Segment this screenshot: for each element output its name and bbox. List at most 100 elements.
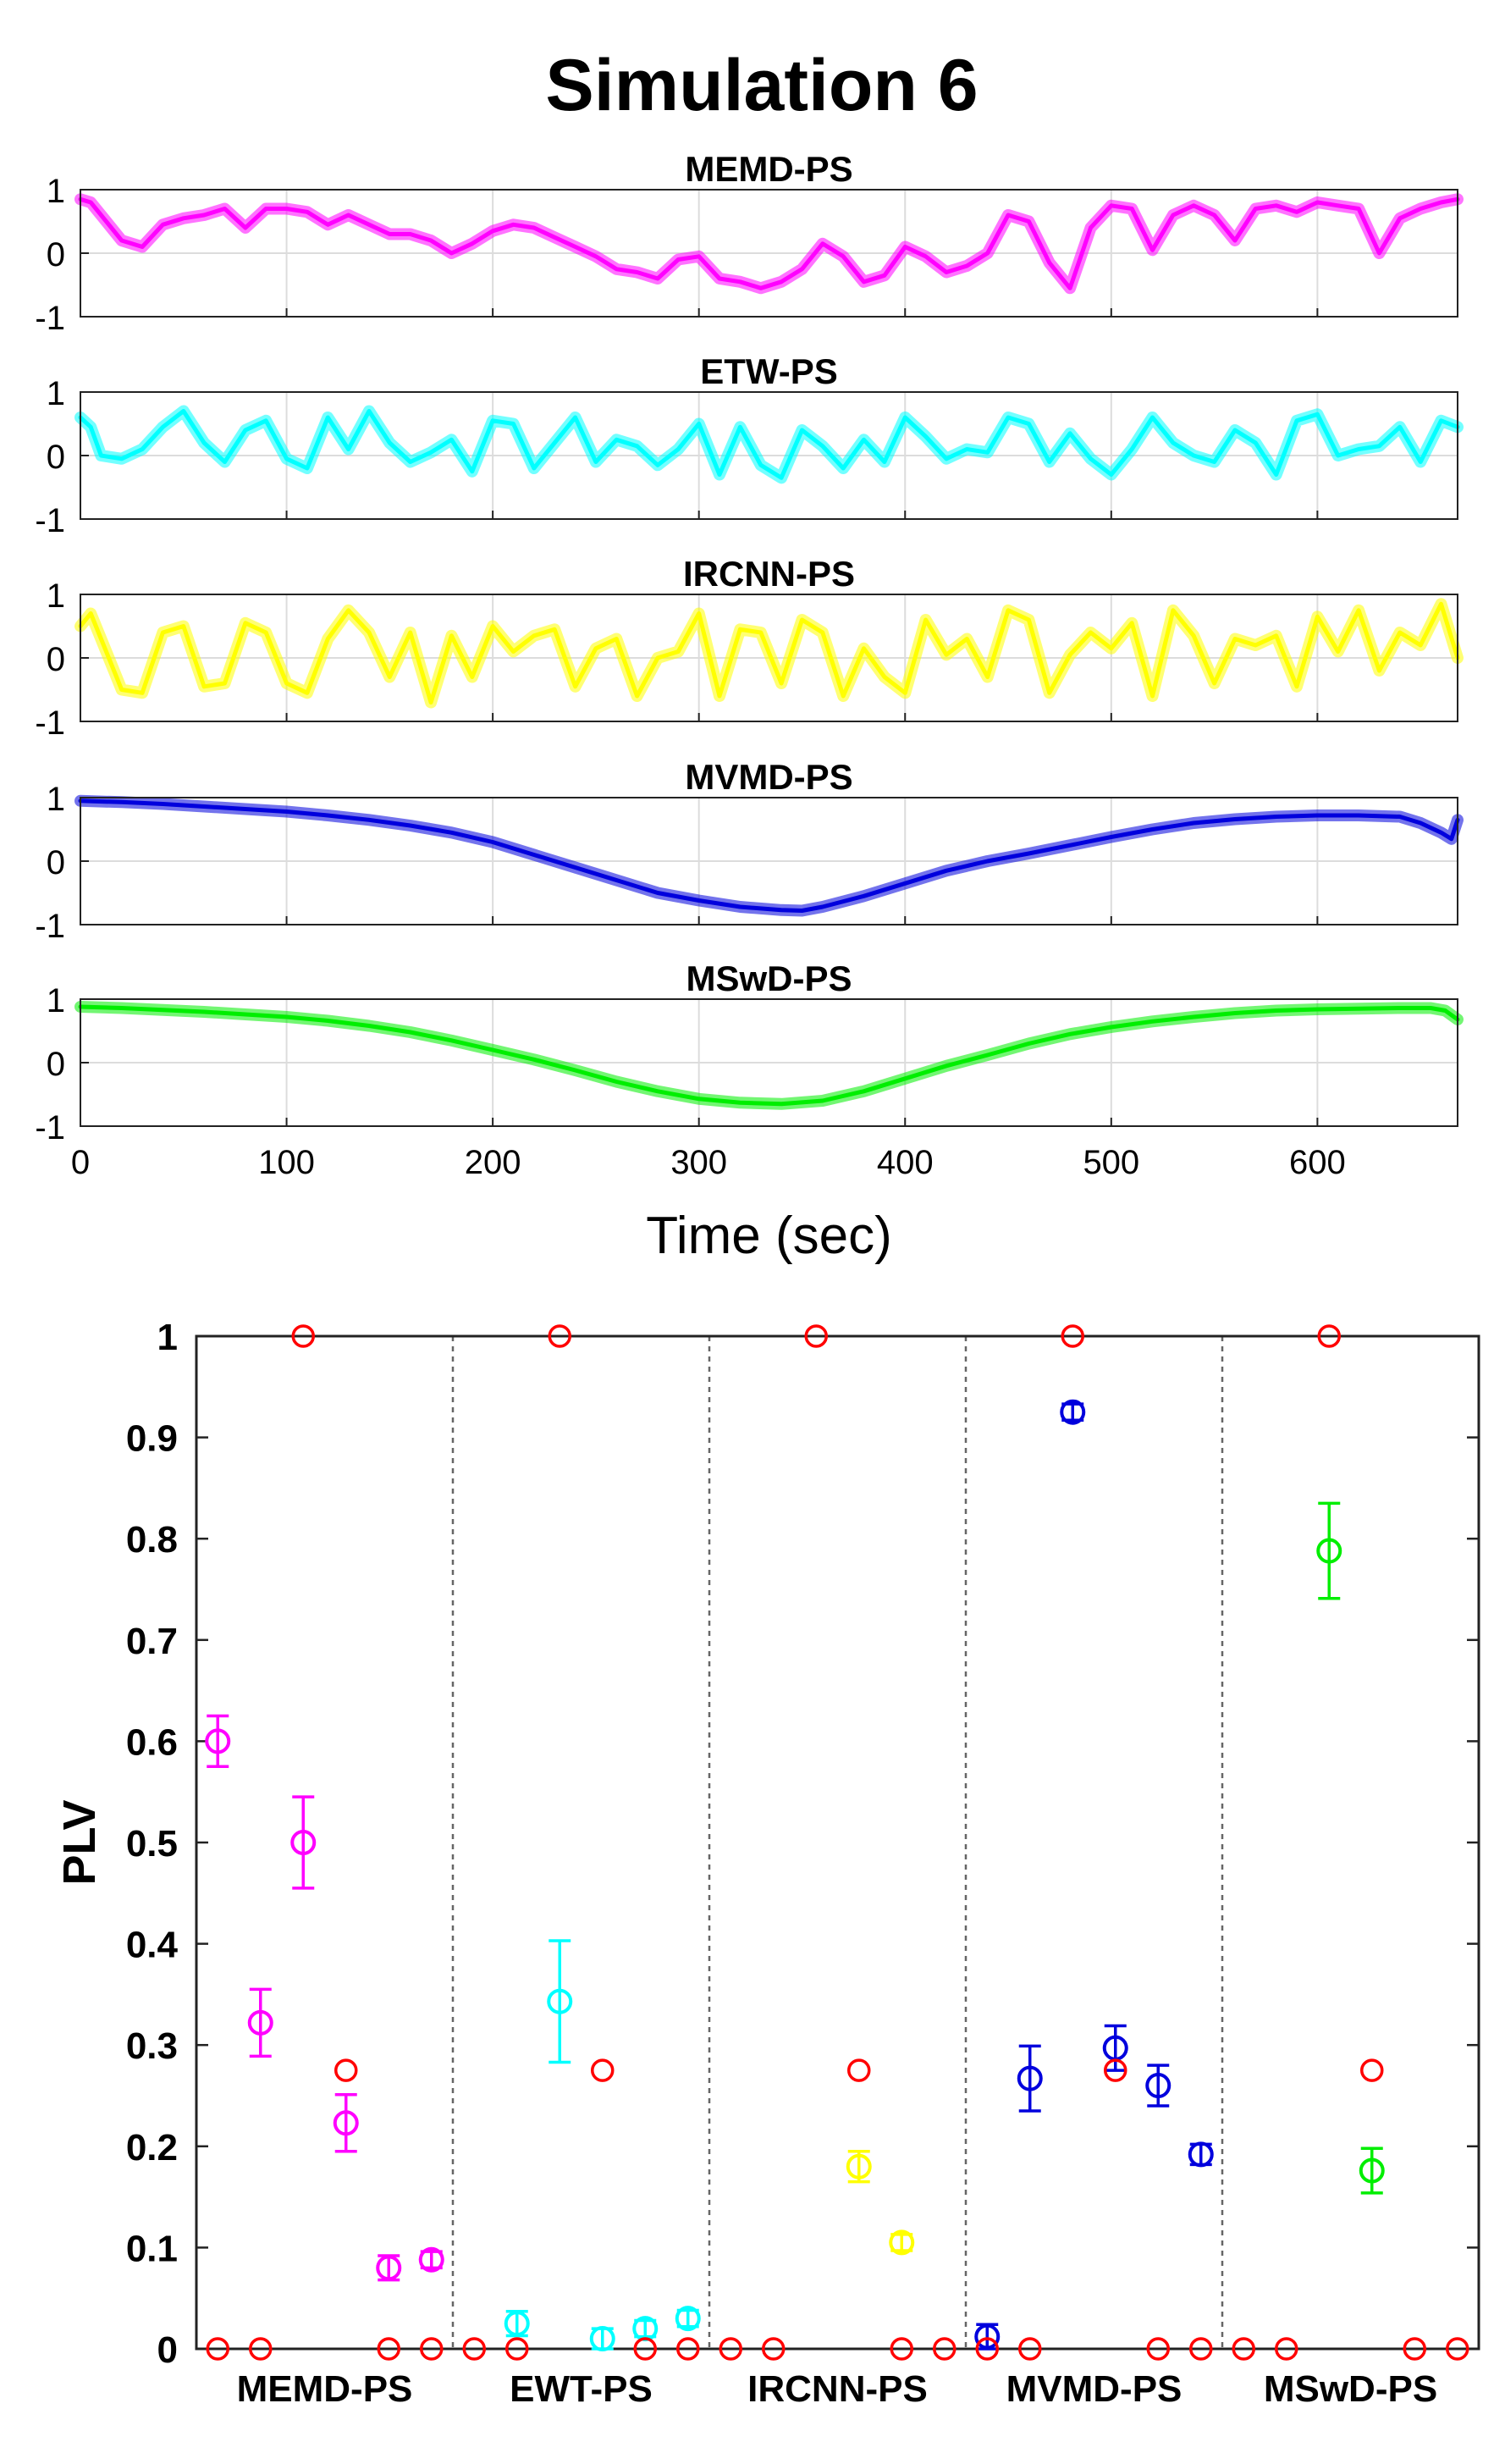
data-point <box>675 2306 701 2332</box>
reference-marker <box>1403 2337 1426 2361</box>
reference-marker <box>1189 2337 1213 2361</box>
signal-line <box>78 196 1460 290</box>
signal-line <box>78 601 1460 704</box>
y-tick-label: 0.9 <box>126 1418 178 1460</box>
reference-marker <box>377 2337 400 2361</box>
reference-marker <box>762 2337 786 2361</box>
y-tick-label: -1 <box>35 300 65 337</box>
point-marker <box>247 2009 273 2036</box>
point-marker <box>1017 2065 1043 2091</box>
figure-title: Simulation 6 <box>545 45 978 126</box>
signal-line <box>78 409 1460 480</box>
y-tick-label: 0.4 <box>126 1925 179 1966</box>
point-marker <box>675 2306 701 2332</box>
reference-marker <box>420 2337 444 2361</box>
reference-marker <box>249 2337 273 2361</box>
point-marker <box>589 2326 615 2352</box>
data-point <box>846 2150 872 2184</box>
panel-title: ETW-PS <box>700 351 837 391</box>
signal-panel: ETW-PS 1 0 -1 <box>35 351 1464 539</box>
x-tick-label: 400 <box>877 1144 934 1181</box>
point-marker <box>1060 1399 1086 1425</box>
y-tick-label: 0 <box>47 439 65 476</box>
reference-marker <box>1317 1324 1341 1348</box>
point-marker <box>333 2110 359 2136</box>
category-label: MSwD-PS <box>1264 2368 1437 2410</box>
point-marker <box>1145 2073 1171 2099</box>
reference-marker <box>804 1324 828 1348</box>
reference-marker <box>1360 2058 1384 2082</box>
y-tick-label: 0.7 <box>126 1621 178 1662</box>
data-point <box>418 2246 444 2273</box>
reference-marker <box>633 2337 657 2361</box>
y-tick-label: -1 <box>35 908 65 945</box>
y-axis-label: PLV <box>54 1799 105 1885</box>
reference-marker <box>1232 2337 1255 2361</box>
y-tick-label: 0 <box>157 2329 178 2371</box>
reference-marker <box>1146 2337 1170 2361</box>
point-marker <box>889 2229 915 2256</box>
reference-marker <box>719 2337 742 2361</box>
x-tick-label: 300 <box>670 1144 727 1181</box>
reference-marker <box>933 2337 956 2361</box>
signal-panel: MVMD-PS 1 0 -1 <box>35 757 1464 945</box>
reference-marker <box>1104 2058 1127 2082</box>
y-tick-label: -1 <box>35 1109 65 1146</box>
point-marker <box>1188 2141 1214 2168</box>
reference-marker <box>291 1324 315 1348</box>
y-tick-label: 1 <box>157 1317 178 1358</box>
point-marker <box>1359 2157 1385 2184</box>
data-point <box>1359 2146 1385 2195</box>
reference-marker <box>890 2337 913 2361</box>
reference-marker <box>1018 2337 1042 2361</box>
y-tick-label: 0.2 <box>126 2127 178 2168</box>
data-point <box>504 2309 530 2338</box>
signal-panel: IRCNN-PS 1 0 -1 <box>35 554 1464 742</box>
point-marker <box>376 2255 402 2281</box>
category-label: MVMD-PS <box>1006 2368 1183 2410</box>
y-tick-label: 1 <box>47 375 65 412</box>
reference-marker <box>1446 2337 1469 2361</box>
y-tick-label: 1 <box>47 577 65 615</box>
reference-marker <box>505 2337 529 2361</box>
x-tick-label: 500 <box>1083 1144 1139 1181</box>
panel-title: IRCNN-PS <box>683 554 855 594</box>
y-tick-label: 0.5 <box>126 1823 178 1865</box>
reference-marker <box>847 2058 871 2082</box>
signal-panel: MSwD-PS 1 0 -1 <box>35 959 1464 1146</box>
reference-marker <box>548 1324 571 1348</box>
data-point <box>376 2254 402 2282</box>
data-point <box>1060 1399 1086 1425</box>
reference-marker <box>462 2337 486 2361</box>
plot-frame <box>195 1334 1480 2351</box>
data-point <box>1188 2141 1214 2168</box>
category-label: MEMD-PS <box>237 2368 413 2410</box>
point-marker <box>1316 1538 1342 1564</box>
x-axis-label: Time (sec) <box>646 1207 891 1265</box>
point-marker <box>418 2246 444 2273</box>
x-tick-label: 0 <box>71 1144 90 1181</box>
signal-line <box>78 798 1460 913</box>
y-tick-label: -1 <box>35 502 65 539</box>
panel-title: MVMD-PS <box>685 757 852 797</box>
reference-marker <box>676 2337 700 2361</box>
point-marker <box>205 1728 231 1754</box>
x-tick-label: 600 <box>1289 1144 1346 1181</box>
y-tick-label: 0 <box>47 236 65 273</box>
panel-title: MSwD-PS <box>686 959 852 998</box>
y-tick-label: 0 <box>47 641 65 678</box>
y-tick-label: 0.1 <box>126 2228 178 2269</box>
point-marker <box>547 1988 573 2014</box>
data-point <box>589 2326 615 2352</box>
data-point <box>1145 2063 1171 2108</box>
panel-title: MEMD-PS <box>685 149 852 189</box>
data-point <box>205 1714 231 1769</box>
data-point <box>889 2229 915 2256</box>
plv-chart: 0 0.1 0.2 0.3 0.4 0.5 0.6 0.7 0.8 0.9 1 PLV MEMD-PS E… <box>54 1317 1480 2410</box>
reference-marker <box>206 2337 229 2361</box>
data-point <box>1316 1501 1342 1600</box>
data-point <box>1017 2044 1043 2113</box>
y-tick-label: 1 <box>47 982 65 1019</box>
y-tick-label: 0.6 <box>126 1721 178 1763</box>
y-tick-label: 1 <box>47 173 65 210</box>
